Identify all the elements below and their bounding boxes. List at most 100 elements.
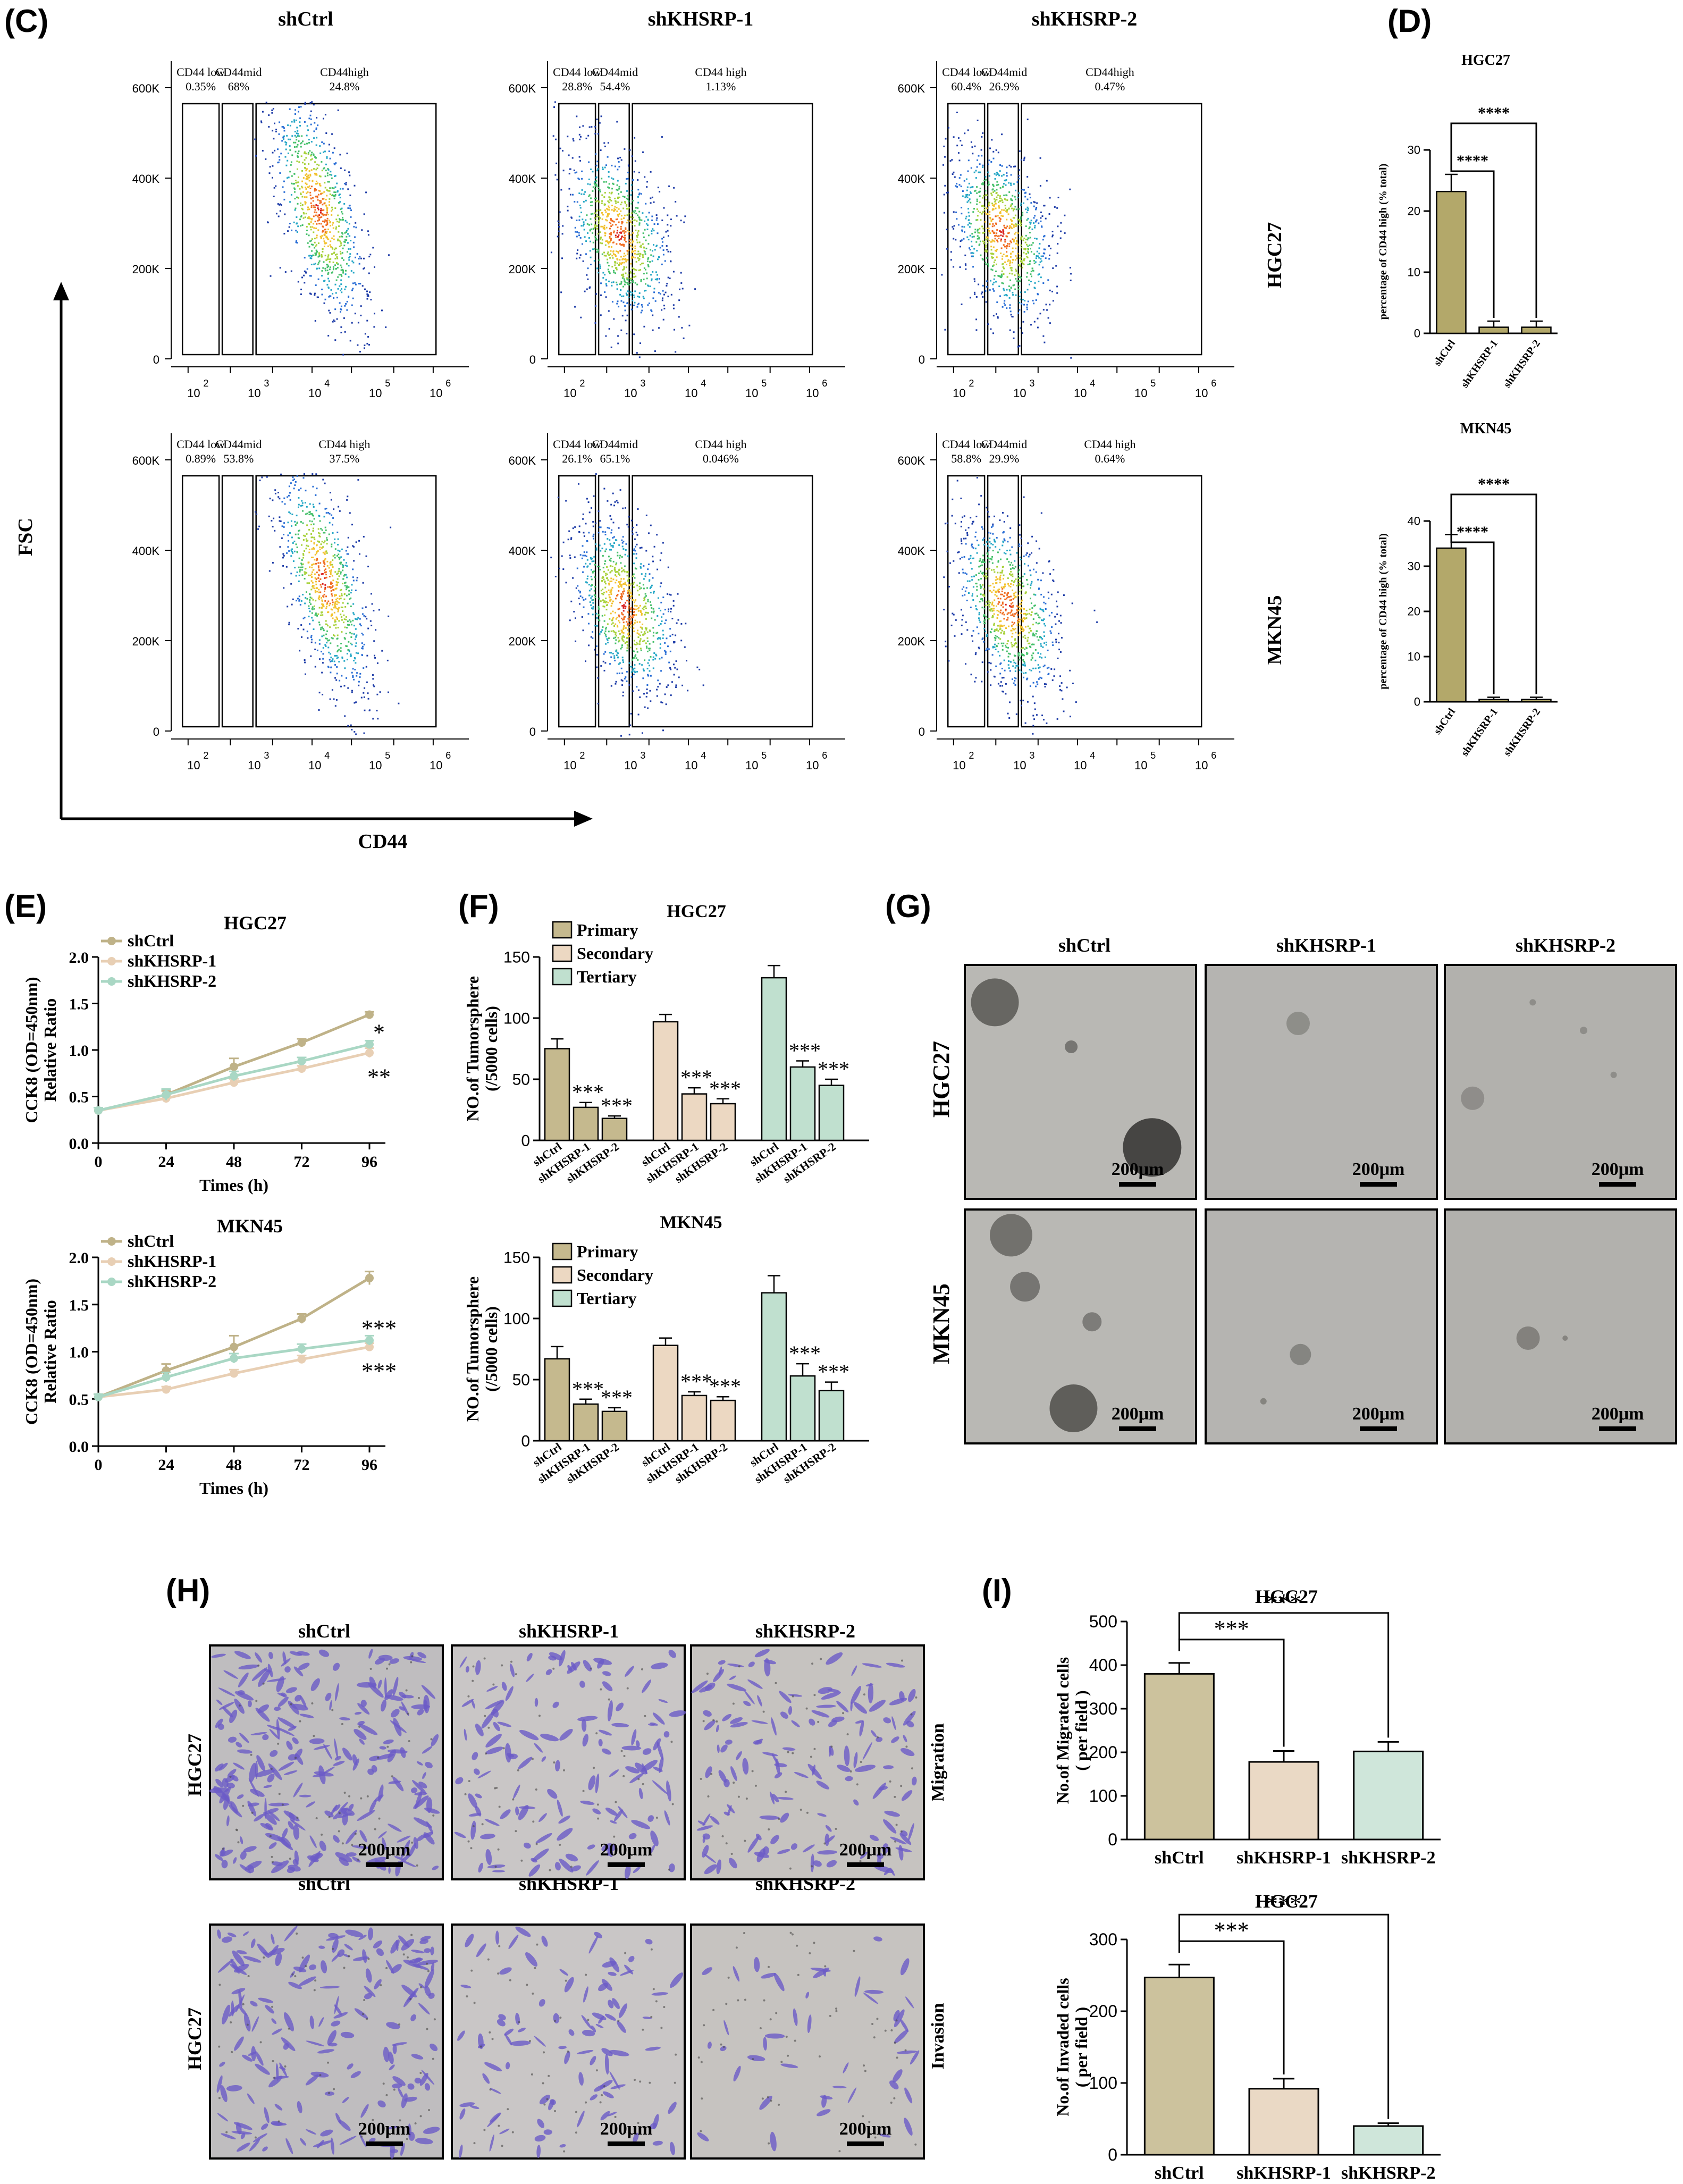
flow-event-dot	[1009, 225, 1011, 228]
flow-event-dot	[627, 526, 629, 528]
flow-event-dot	[350, 216, 352, 218]
flow-event-dot	[983, 608, 986, 610]
flow-event-dot	[569, 555, 571, 557]
flow-event-dot	[330, 171, 332, 173]
flow-event-dot	[557, 220, 559, 222]
flow-event-dot	[353, 225, 355, 228]
flow-event-dot	[981, 205, 983, 207]
flow-event-dot	[638, 292, 641, 294]
flow-event-dot	[610, 560, 612, 562]
flow-event-dot	[967, 212, 970, 214]
flow-event-dot	[1003, 625, 1005, 627]
flow-event-dot	[363, 696, 365, 698]
flow-event-dot	[321, 170, 323, 172]
flow-event-dot	[343, 621, 344, 624]
flow-y-tick-label: 200K	[898, 635, 925, 648]
flow-event-dot	[982, 132, 984, 134]
flow-event-dot	[963, 226, 965, 228]
flow-event-dot	[1034, 667, 1037, 669]
flow-gate-value: 37.5%	[330, 452, 360, 465]
flow-event-dot	[594, 305, 596, 307]
flow-event-dot	[603, 620, 605, 622]
flow-event-dot	[558, 226, 560, 228]
flow-event-dot	[675, 634, 677, 636]
flow-gate-value: 29.9%	[989, 452, 1019, 465]
flow-event-dot	[340, 326, 342, 328]
flow-event-dot	[1006, 295, 1008, 297]
flow-event-dot	[970, 191, 971, 193]
flow-event-dot	[353, 560, 355, 562]
flow-event-dot	[324, 540, 326, 542]
flow-event-dot	[992, 315, 995, 317]
flow-event-dot	[325, 550, 327, 552]
flow-event-dot	[340, 188, 342, 190]
flow-event-dot	[301, 564, 303, 566]
flow-event-dot	[978, 283, 980, 285]
flow-event-dot	[1026, 198, 1029, 200]
flow-y-tick-label: 600K	[132, 82, 160, 95]
flow-event-dot	[1021, 259, 1023, 262]
flow-gate-name: CD44 high	[695, 65, 746, 79]
flow-event-dot	[620, 218, 622, 220]
flow-event-dot	[1045, 608, 1047, 610]
flow-event-dot	[343, 618, 346, 620]
flow-event-dot	[334, 191, 336, 194]
flow-event-dot	[643, 565, 645, 567]
flow-event-dot	[273, 187, 275, 189]
flow-event-dot	[595, 238, 597, 240]
flow-event-dot	[332, 579, 334, 582]
flow-event-dot	[289, 492, 291, 494]
flow-event-dot	[969, 234, 971, 237]
flow-event-dot	[650, 274, 652, 276]
flow-event-dot	[315, 169, 317, 171]
flow-event-dot	[626, 641, 628, 643]
flow-event-dot	[621, 277, 624, 279]
flow-event-dot	[299, 121, 301, 123]
flow-event-dot	[300, 488, 302, 490]
flow-x-tick-base: 10	[248, 759, 260, 772]
flow-event-dot	[1009, 605, 1011, 607]
flow-event-dot	[613, 505, 615, 507]
flow-event-dot	[637, 296, 639, 298]
flow-event-dot	[610, 545, 612, 547]
flow-gate-box	[632, 475, 813, 728]
flow-event-dot	[324, 644, 326, 646]
flow-event-dot	[337, 214, 339, 216]
flow-event-dot	[624, 616, 626, 618]
flow-event-dot	[650, 656, 652, 658]
flow-event-dot	[1017, 618, 1020, 620]
flow-event-dot	[607, 156, 609, 158]
flow-event-dot	[341, 219, 343, 221]
flow-event-dot	[637, 643, 639, 645]
flow-event-dot	[595, 473, 597, 475]
flow-event-dot	[326, 642, 328, 644]
flow-event-dot	[268, 515, 270, 517]
flow-event-dot	[1024, 196, 1026, 198]
flow-event-dot	[591, 595, 593, 598]
flow-event-dot	[354, 702, 356, 704]
flow-event-dot	[644, 251, 646, 253]
flow-event-dot	[327, 286, 330, 288]
flow-event-dot	[624, 582, 626, 584]
flow-event-dot	[340, 311, 341, 313]
flow-event-dot	[1020, 291, 1022, 293]
flow-event-dot	[1002, 625, 1004, 627]
flow-event-dot	[595, 293, 598, 295]
flow-event-dot	[974, 229, 977, 231]
flow-event-dot	[315, 578, 317, 580]
flow-event-dot	[1044, 642, 1046, 644]
flow-event-dot	[639, 640, 641, 642]
flow-event-dot	[638, 218, 641, 220]
flow-event-dot	[1020, 277, 1022, 279]
flow-event-dot	[604, 634, 607, 636]
flow-event-dot	[615, 267, 617, 269]
flow-event-dot	[662, 318, 664, 321]
flow-event-dot	[633, 296, 635, 298]
flow-event-dot	[342, 610, 344, 612]
flow-event-dot	[636, 686, 638, 688]
flow-event-dot	[283, 180, 285, 182]
flow-event-dot	[325, 205, 327, 207]
flow-event-dot	[363, 667, 365, 669]
flow-event-dot	[987, 604, 988, 607]
flow-event-dot	[651, 278, 653, 280]
